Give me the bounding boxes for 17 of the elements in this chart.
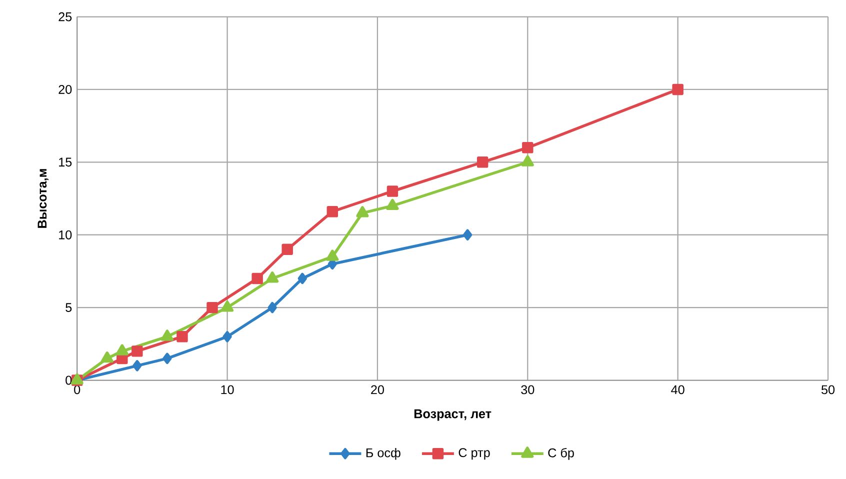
legend-label: С ртр [458, 448, 490, 460]
x-tick-label: 10 [221, 385, 234, 394]
x-tick-label: 40 [671, 385, 684, 394]
y-tick-label: 0 [66, 376, 72, 385]
y-tick-label: 15 [59, 158, 72, 166]
y-tick-label: 10 [59, 230, 72, 240]
legend-label: С бр [548, 448, 574, 460]
legend-label: Б осф [366, 448, 400, 460]
y-axis-title: Высота,м [38, 169, 48, 228]
x-axis-title: Возраст, лет [414, 409, 492, 421]
y-tick-label: 5 [66, 302, 72, 312]
y-tick-label: 20 [58, 84, 72, 94]
x-tick-label: 0 [74, 385, 80, 394]
x-tick-label: 20 [371, 385, 384, 394]
x-tick-label: 50 [821, 385, 835, 394]
y-tick-label: 25 [58, 12, 72, 22]
x-tick-label: 30 [521, 385, 534, 394]
